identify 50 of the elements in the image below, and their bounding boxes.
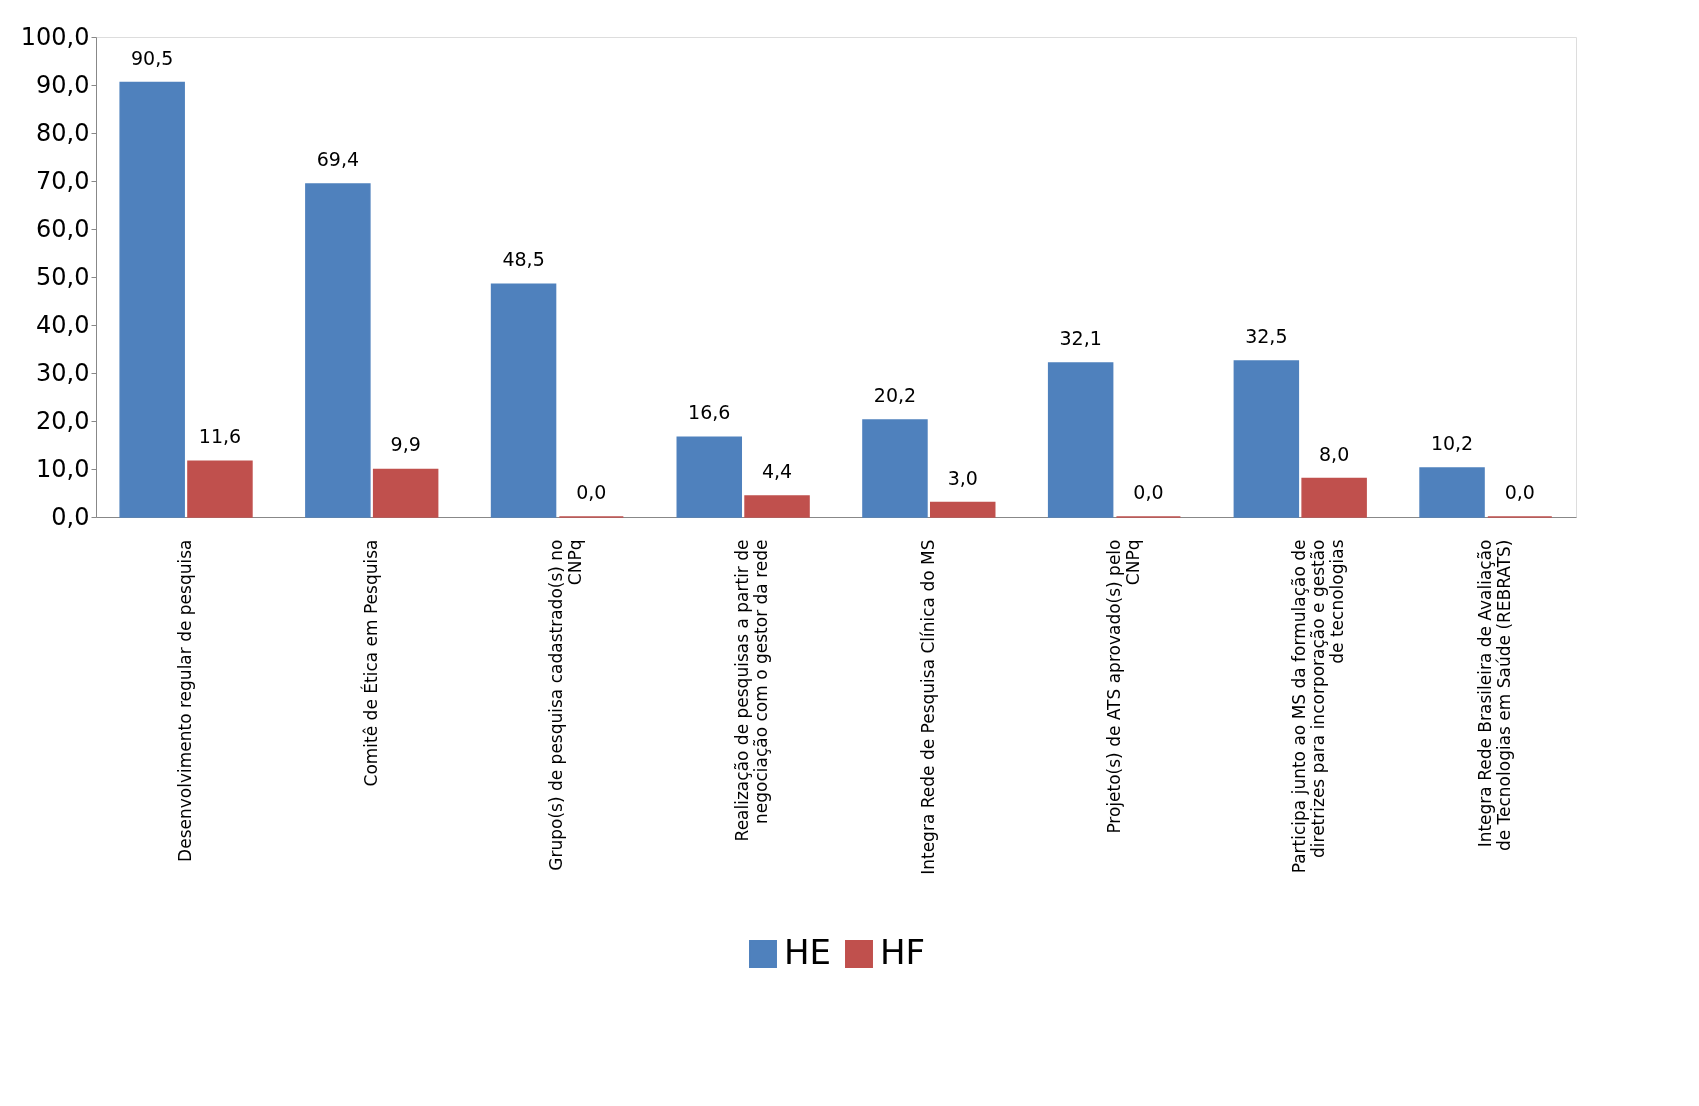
bar — [187, 460, 253, 518]
data-label: 0,0 — [576, 481, 607, 503]
legend-label: HF — [880, 932, 926, 972]
x-tick-label: Realização de pesquisas a partir de negociação com o gestor da rede — [732, 539, 772, 842]
bar — [119, 81, 185, 518]
data-label: 20,2 — [873, 384, 917, 407]
data-label: 0,0 — [1504, 481, 1535, 503]
x-tick-label: Grupo(s) de pesquisa cadastrado(s) no CNPq — [546, 539, 586, 871]
y-tick-label: 80,0 — [36, 118, 90, 147]
y-tick-label: 70,0 — [36, 166, 90, 195]
data-label: 9,9 — [390, 433, 421, 456]
bar — [1233, 360, 1300, 518]
bar — [676, 436, 743, 518]
x-tick-label: Projeto(s) de ATS aprovado(s) pelo CNPq — [1103, 539, 1143, 834]
y-tick-label: 10,0 — [36, 454, 90, 483]
legend-label: HE — [784, 932, 832, 972]
bar — [490, 283, 557, 518]
bar — [1047, 362, 1114, 518]
bar — [1301, 477, 1367, 518]
y-tick-label: 100,0 — [20, 22, 90, 51]
x-tick-label: Participa junto ao MS da formulação de diretrizes para incorporação e gestão de tecnologias — [1289, 539, 1348, 874]
data-label: 0,0 — [1133, 481, 1164, 503]
x-tick-label: Integra Rede de Pesquisa Clínica do MS — [917, 539, 938, 875]
data-label: 10,2 — [1430, 432, 1474, 455]
bar — [372, 468, 439, 518]
data-label: 4,4 — [761, 459, 793, 482]
data-label: 69,4 — [316, 147, 360, 170]
bar — [744, 495, 810, 518]
y-tick-label: 20,0 — [36, 406, 90, 435]
x-tick-label: Desenvolvimento regular de pesquisa — [175, 539, 196, 862]
data-label: 48,5 — [502, 248, 545, 271]
x-tick-label: Comitê de Ética em Pesquisa — [359, 539, 381, 787]
data-label: 3,0 — [947, 466, 978, 489]
y-tick-label: 30,0 — [36, 358, 90, 387]
y-tick-label: 50,0 — [36, 262, 90, 291]
y-tick-label: 40,0 — [36, 310, 90, 339]
bar — [305, 183, 371, 518]
bar — [862, 419, 928, 518]
data-label: 32,1 — [1059, 326, 1102, 349]
y-tick-label: 90,0 — [36, 70, 90, 99]
data-label: 90,5 — [131, 46, 174, 69]
data-label: 8,0 — [1319, 442, 1350, 465]
x-tick-label: Integra Rede Brasileira de Avaliação de Tecnologias em Saúde (REBRATS) — [1474, 539, 1514, 852]
data-label: 11,6 — [198, 425, 242, 448]
bar — [1419, 467, 1485, 518]
data-label: 16,6 — [688, 401, 731, 424]
y-tick-label: 0,0 — [51, 502, 90, 531]
y-tick-label: 60,0 — [36, 214, 90, 243]
data-label: 32,5 — [1245, 325, 1288, 347]
bar — [929, 501, 996, 518]
